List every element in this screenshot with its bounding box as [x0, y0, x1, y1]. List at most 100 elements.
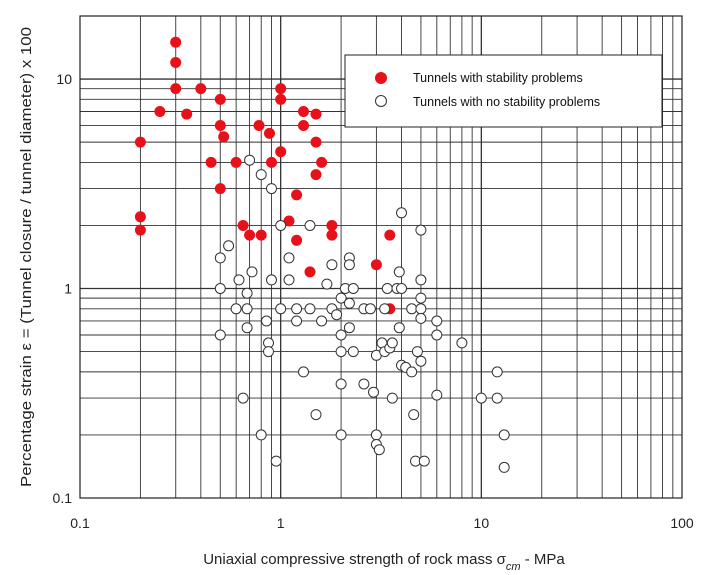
plot-frame: [79, 15, 683, 499]
point-stability-problem: [316, 156, 328, 168]
point-stability-problem: [275, 93, 287, 105]
point-no-stability-problem: [275, 220, 287, 231]
point-no-stability-problem: [364, 303, 376, 315]
point-stability-problem: [255, 229, 267, 241]
point-no-stability-problem: [335, 346, 347, 358]
point-stability-problem: [310, 169, 322, 181]
point-no-stability-problem: [283, 252, 295, 264]
legend: Tunnels with stability problems Tunnels …: [344, 54, 663, 128]
point-stability-problem: [326, 229, 338, 241]
point-no-stability-problem: [381, 283, 393, 294]
point-stability-problem: [298, 106, 309, 117]
point-no-stability-problem: [347, 346, 359, 358]
point-no-stability-problem: [418, 455, 430, 467]
point-no-stability-problem: [411, 346, 423, 358]
point-no-stability-problem: [456, 337, 468, 349]
point-stability-problem: [134, 211, 146, 223]
point-stability-problem: [264, 127, 275, 139]
point-no-stability-problem: [335, 329, 347, 341]
x-tick-label: 1: [277, 515, 285, 531]
y-tick-label: 1: [64, 281, 72, 297]
point-no-stability-problem: [304, 303, 316, 315]
point-stability-problem: [275, 83, 287, 95]
point-no-stability-problem: [373, 444, 385, 456]
point-no-stability-problem: [431, 315, 443, 327]
point-no-stability-problem: [386, 392, 398, 404]
point-no-stability-problem: [331, 309, 343, 321]
point-no-stability-problem: [233, 274, 245, 286]
legend-marker-stability-problems: [375, 72, 387, 84]
point-no-stability-problem: [393, 322, 405, 334]
point-stability-problem: [195, 83, 207, 95]
point-stability-problem: [291, 234, 303, 246]
point-stability-problem: [275, 146, 287, 158]
point-stability-problem: [326, 220, 338, 231]
point-no-stability-problem: [298, 366, 309, 378]
legend-box: [344, 54, 663, 128]
point-no-stability-problem: [358, 378, 370, 390]
point-no-stability-problem: [266, 274, 277, 286]
point-no-stability-problem: [415, 292, 427, 304]
point-stability-problem: [218, 131, 230, 143]
point-no-stability-problem: [415, 274, 427, 286]
y-axis-title: Percentage strain ε = (Tunnel closure / …: [18, 27, 35, 487]
point-stability-problem: [298, 120, 309, 131]
point-no-stability-problem: [246, 266, 258, 278]
point-stability-problem: [170, 57, 182, 68]
legend-label-stability-problems: Tunnels with stability problems: [413, 71, 583, 85]
point-no-stability-problem: [396, 207, 407, 219]
point-no-stability-problem: [214, 252, 226, 264]
point-no-stability-problem: [230, 303, 242, 315]
point-stability-problem: [170, 36, 182, 48]
point-no-stability-problem: [335, 292, 347, 304]
point-stability-problem: [214, 93, 226, 105]
point-no-stability-problem: [237, 392, 249, 404]
point-no-stability-problem: [241, 322, 253, 334]
point-stability-problem: [291, 189, 303, 201]
x-tick-label: 10: [474, 515, 490, 531]
data-points: [134, 36, 510, 473]
point-no-stability-problem: [304, 220, 316, 231]
point-no-stability-problem: [291, 303, 303, 315]
point-stability-problem: [244, 229, 256, 241]
point-no-stability-problem: [241, 287, 253, 299]
point-stability-problem: [384, 229, 396, 241]
point-no-stability-problem: [263, 346, 274, 358]
legend-marker-no-stability-problems: [375, 95, 387, 107]
point-no-stability-problem: [431, 389, 443, 401]
point-stability-problem: [205, 156, 217, 168]
point-no-stability-problem: [283, 274, 295, 286]
point-no-stability-problem: [214, 329, 226, 341]
point-no-stability-problem: [415, 355, 427, 367]
point-no-stability-problem: [310, 409, 322, 421]
point-no-stability-problem: [368, 386, 379, 398]
y-tick-label: 0.1: [53, 490, 73, 506]
point-stability-problem: [134, 224, 146, 236]
point-stability-problem: [230, 156, 242, 168]
point-no-stability-problem: [415, 303, 427, 315]
point-no-stability-problem: [498, 429, 510, 441]
point-no-stability-problem: [270, 455, 282, 467]
point-no-stability-problem: [275, 303, 287, 315]
legend-label-no-stability-problems: Tunnels with no stability problems: [413, 95, 600, 109]
point-no-stability-problem: [379, 303, 391, 315]
point-no-stability-problem: [431, 329, 443, 341]
point-no-stability-problem: [255, 169, 267, 181]
point-stability-problem: [253, 120, 265, 131]
point-no-stability-problem: [415, 224, 427, 236]
point-no-stability-problem: [415, 312, 427, 324]
point-no-stability-problem: [408, 409, 420, 421]
point-no-stability-problem: [347, 283, 359, 294]
point-no-stability-problem: [321, 278, 333, 290]
point-no-stability-problem: [244, 154, 256, 166]
point-stability-problem: [304, 266, 316, 278]
tick-labels: 0.1 1 10 100 0.1 1 10: [53, 71, 694, 531]
point-stability-problem: [181, 108, 193, 120]
point-no-stability-problem: [498, 461, 510, 473]
point-no-stability-problem: [343, 259, 355, 271]
point-stability-problem: [370, 259, 382, 271]
point-stability-problem: [266, 156, 277, 168]
point-stability-problem: [214, 120, 226, 131]
point-no-stability-problem: [386, 337, 398, 349]
